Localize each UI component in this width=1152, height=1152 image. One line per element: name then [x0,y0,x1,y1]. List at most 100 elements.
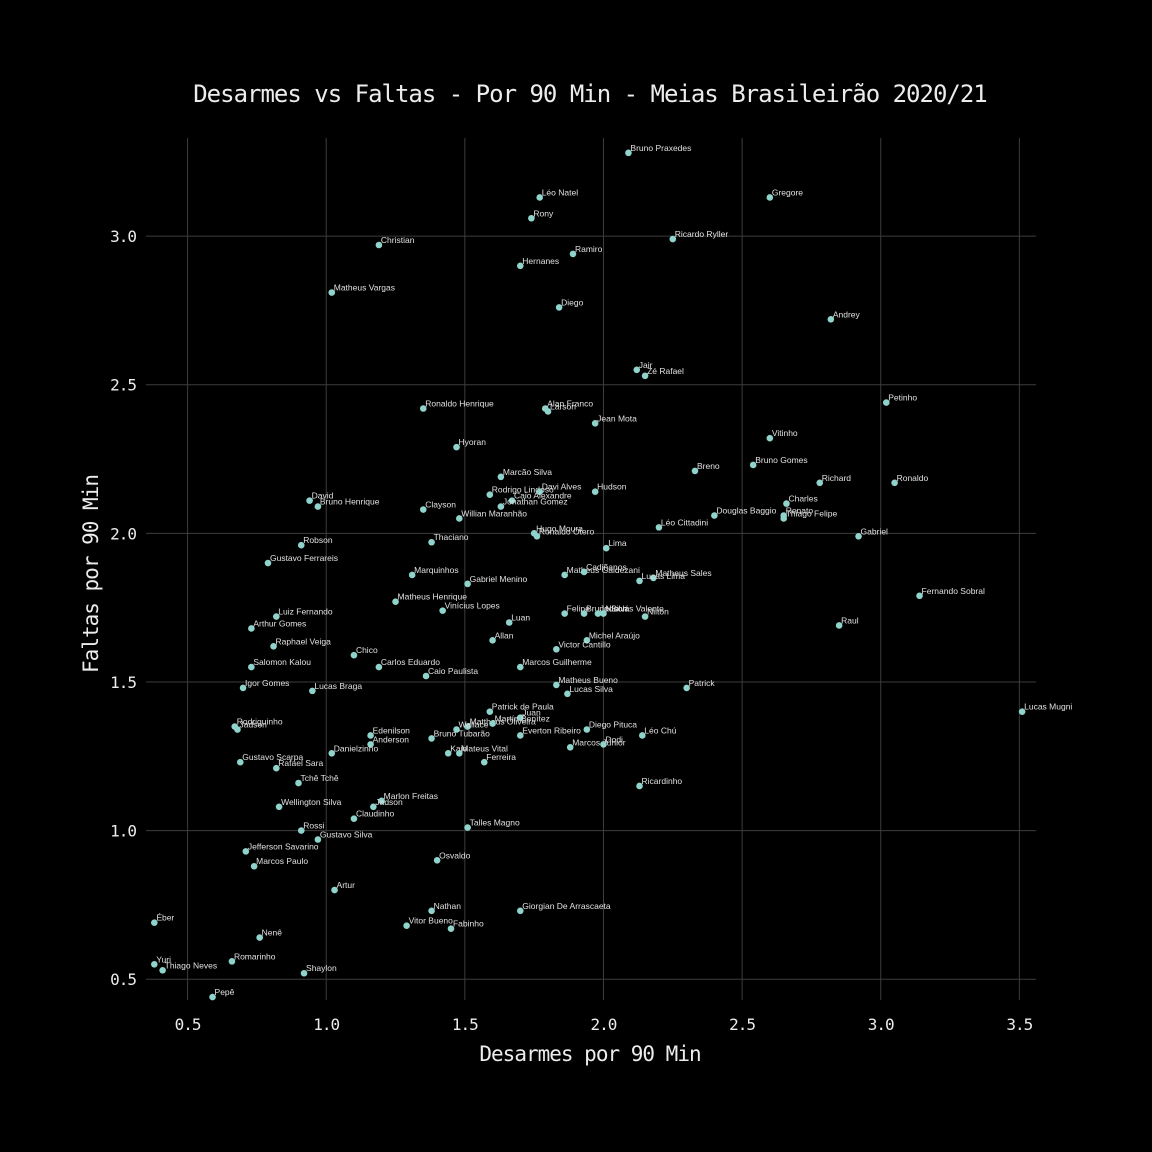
data-point-label: Gustavo Silva [320,829,373,839]
data-point [636,782,643,790]
data-point-label: Wellington Silva [281,797,342,807]
data-point [583,637,591,644]
data-point-label: Clayson [425,500,456,510]
y-tick-label: 0.5 [110,970,136,989]
data-point-label: Rafael Sara [278,758,323,768]
data-point-label: Danielzinho [334,743,379,753]
data-point-label: Salomon Kalou [253,657,311,667]
data-point [297,827,305,834]
data-point [444,749,452,757]
data-point [453,443,460,451]
data-point-label: Léo Chú [644,725,676,735]
tick-labels: 0.5 1.0 1.5 2.0 2.5 3.0 3.5 0.5 1.0 1.5 2.0 2.5 3.0 [110,227,1034,1034]
data-point [242,848,250,855]
data-point-label: Lucas Lima [642,571,686,581]
data-point-label: Martín Benítez [495,714,550,724]
y-tick-label: 2.0 [110,524,136,543]
y-tick-label: 1.5 [110,673,136,692]
data-point-label: Luan [511,613,530,623]
data-point [228,958,236,965]
data-point [783,500,790,507]
data-point [516,262,524,270]
data-point [314,503,322,510]
data-point-label: Bruno Silva [586,604,630,614]
data-point-label: Osvaldo [439,850,470,860]
data-point [486,491,494,498]
data-point-label: Renato [786,505,814,515]
data-point [691,467,699,475]
data-point [234,726,241,733]
data-point-label: Gustavo Scarpa [242,752,303,762]
data-point [439,607,446,614]
data-point [159,966,166,974]
data-point [464,580,471,588]
data-point [328,289,336,296]
data-point [544,408,552,415]
data-point-label: Allan [495,630,514,640]
data-point [239,684,247,692]
data-point [295,779,302,787]
data-point-label: Lucas Mugni [1024,702,1072,712]
data-point-label: Ricardinho [642,776,683,786]
data-point [419,405,427,412]
data-point [273,613,280,620]
data-point-label: Yuri [156,954,171,964]
data-point-label: Everton Ribeiro [522,725,581,735]
data-point [600,741,607,748]
data-point [328,749,336,757]
data-point-label: Bruno Tubarão [434,728,491,738]
data-point-label: Matheus Galdezani [567,565,640,575]
data-point [711,512,718,519]
data-point-label: Tchê Tchê [300,773,338,783]
data-point-label: Léo Cittadini [661,517,708,527]
data-point-label: Lima [608,538,627,548]
data-point [555,304,563,311]
data-point-label: Willian Maranhão [461,508,527,518]
data-point-label: Diego [561,297,583,307]
data-point [350,651,358,659]
data-point [636,577,643,585]
data-point [505,619,513,626]
y-tick-label: 2.5 [110,376,136,395]
data-point-label: Rodrigo Lindoso [492,485,554,495]
data-point-label: Thaciano [434,532,469,542]
data-point [633,366,641,374]
data-point-label: Nilton [647,607,669,617]
data-point [486,708,494,715]
data-point-label: Hudson [597,482,627,492]
data-point-label: Ramiro [575,244,603,254]
data-point [566,744,574,751]
data-point [248,625,255,632]
data-point-label: Felipe [567,604,590,614]
data-point-label: Patrick de Paula [492,702,554,712]
data-point [489,720,496,727]
data-point-label: Breno [697,461,720,471]
data-point-label: Vitinho [772,428,798,438]
data-point-label: Jean Mota [597,413,637,423]
data-point [331,886,338,894]
data-point-label: Claudinho [356,809,395,819]
data-point [306,497,313,504]
data-point-label: Vitor Bueno [409,916,454,926]
data-point-label: Caio Paulista [428,666,478,676]
data-point-label: Gregore [772,187,803,197]
data-point [553,681,560,689]
data-point [638,732,646,739]
data-point [275,803,283,811]
data-point-label: Ricardo Ryller [675,229,729,239]
data-point-label: Lucas Braga [314,681,362,691]
data-point [248,663,255,671]
data-point-label: Artur [337,880,356,890]
data-point [480,758,488,766]
data-point [625,149,632,157]
data-point [564,690,571,698]
data-point-label: Bruno Henrique [320,497,380,507]
data-point-label: Rony [533,208,554,218]
data-point-label: Jonathan Gomez [503,497,568,507]
data-point [300,969,308,977]
data-point [536,194,544,201]
data-point-label: Douglas Baggio [716,505,776,515]
data-point [497,503,505,510]
data-point-label: Igor Gomes [245,678,289,688]
